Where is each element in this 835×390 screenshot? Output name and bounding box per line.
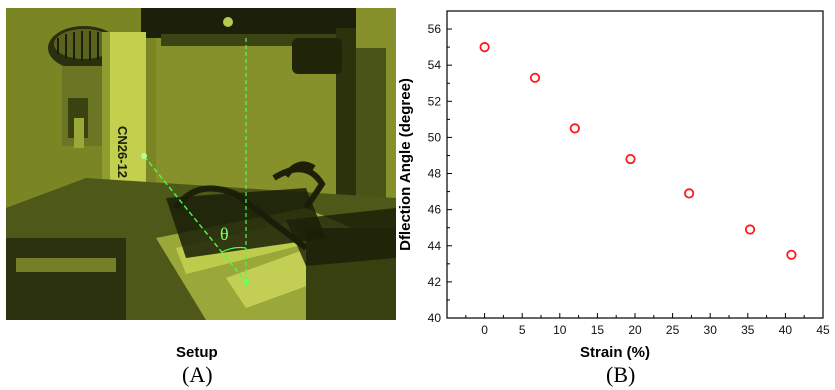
lens-housing xyxy=(141,8,356,38)
data-point xyxy=(786,249,797,260)
plot-frame xyxy=(446,10,824,319)
data-point xyxy=(529,72,541,83)
deflected-beam xyxy=(143,155,247,283)
panel-b-letter: (B) xyxy=(606,362,636,387)
y-tick-label: 44 xyxy=(428,239,442,253)
data-point xyxy=(479,42,490,53)
y-tick-label: 40 xyxy=(428,311,442,325)
x-tick-label: 45 xyxy=(816,323,830,337)
theta-label: θ xyxy=(220,224,229,244)
y-tick-label: 50 xyxy=(428,130,442,144)
support-post xyxy=(336,28,356,208)
data-point xyxy=(684,188,695,199)
panel-a-letter: (A) xyxy=(182,362,213,387)
x-tick-label: 5 xyxy=(519,323,526,337)
x-tick-label: 0 xyxy=(481,323,488,337)
y-tick-label: 56 xyxy=(428,22,442,36)
setup-caption: Setup xyxy=(176,344,218,361)
x-axis-title: Strain (%) xyxy=(580,344,650,361)
y-tick-label: 52 xyxy=(428,94,442,108)
data-point xyxy=(625,153,636,165)
y-tick-label: 46 xyxy=(428,203,442,217)
laser-spot xyxy=(141,153,147,159)
x-tick-label: 40 xyxy=(779,323,793,337)
angle-arc xyxy=(221,246,247,253)
x-tick-label: 10 xyxy=(553,323,567,337)
x-tick-label: 15 xyxy=(591,323,605,337)
y-axis: 40 42 44 46 48 50 52 54 56 xyxy=(428,22,452,325)
data-point xyxy=(569,123,580,134)
y-tick-label: 54 xyxy=(428,58,442,72)
y-tick-label: 42 xyxy=(428,275,442,289)
data-series xyxy=(479,42,797,260)
x-tick-label: 20 xyxy=(628,323,642,337)
x-tick-label: 25 xyxy=(666,323,680,337)
plate-label: CN26-12 xyxy=(115,126,130,178)
y-axis-title: Dflection Angle (degree) xyxy=(397,78,414,251)
x-axis: 0 5 10 15 20 25 30 35 40 45 xyxy=(465,313,830,337)
data-point xyxy=(744,224,756,235)
x-tick-label: 30 xyxy=(704,323,718,337)
setup-photo: CN26-12 θ xyxy=(6,8,396,320)
x-tick-label: 35 xyxy=(741,323,755,337)
y-tick-label: 48 xyxy=(428,167,442,181)
